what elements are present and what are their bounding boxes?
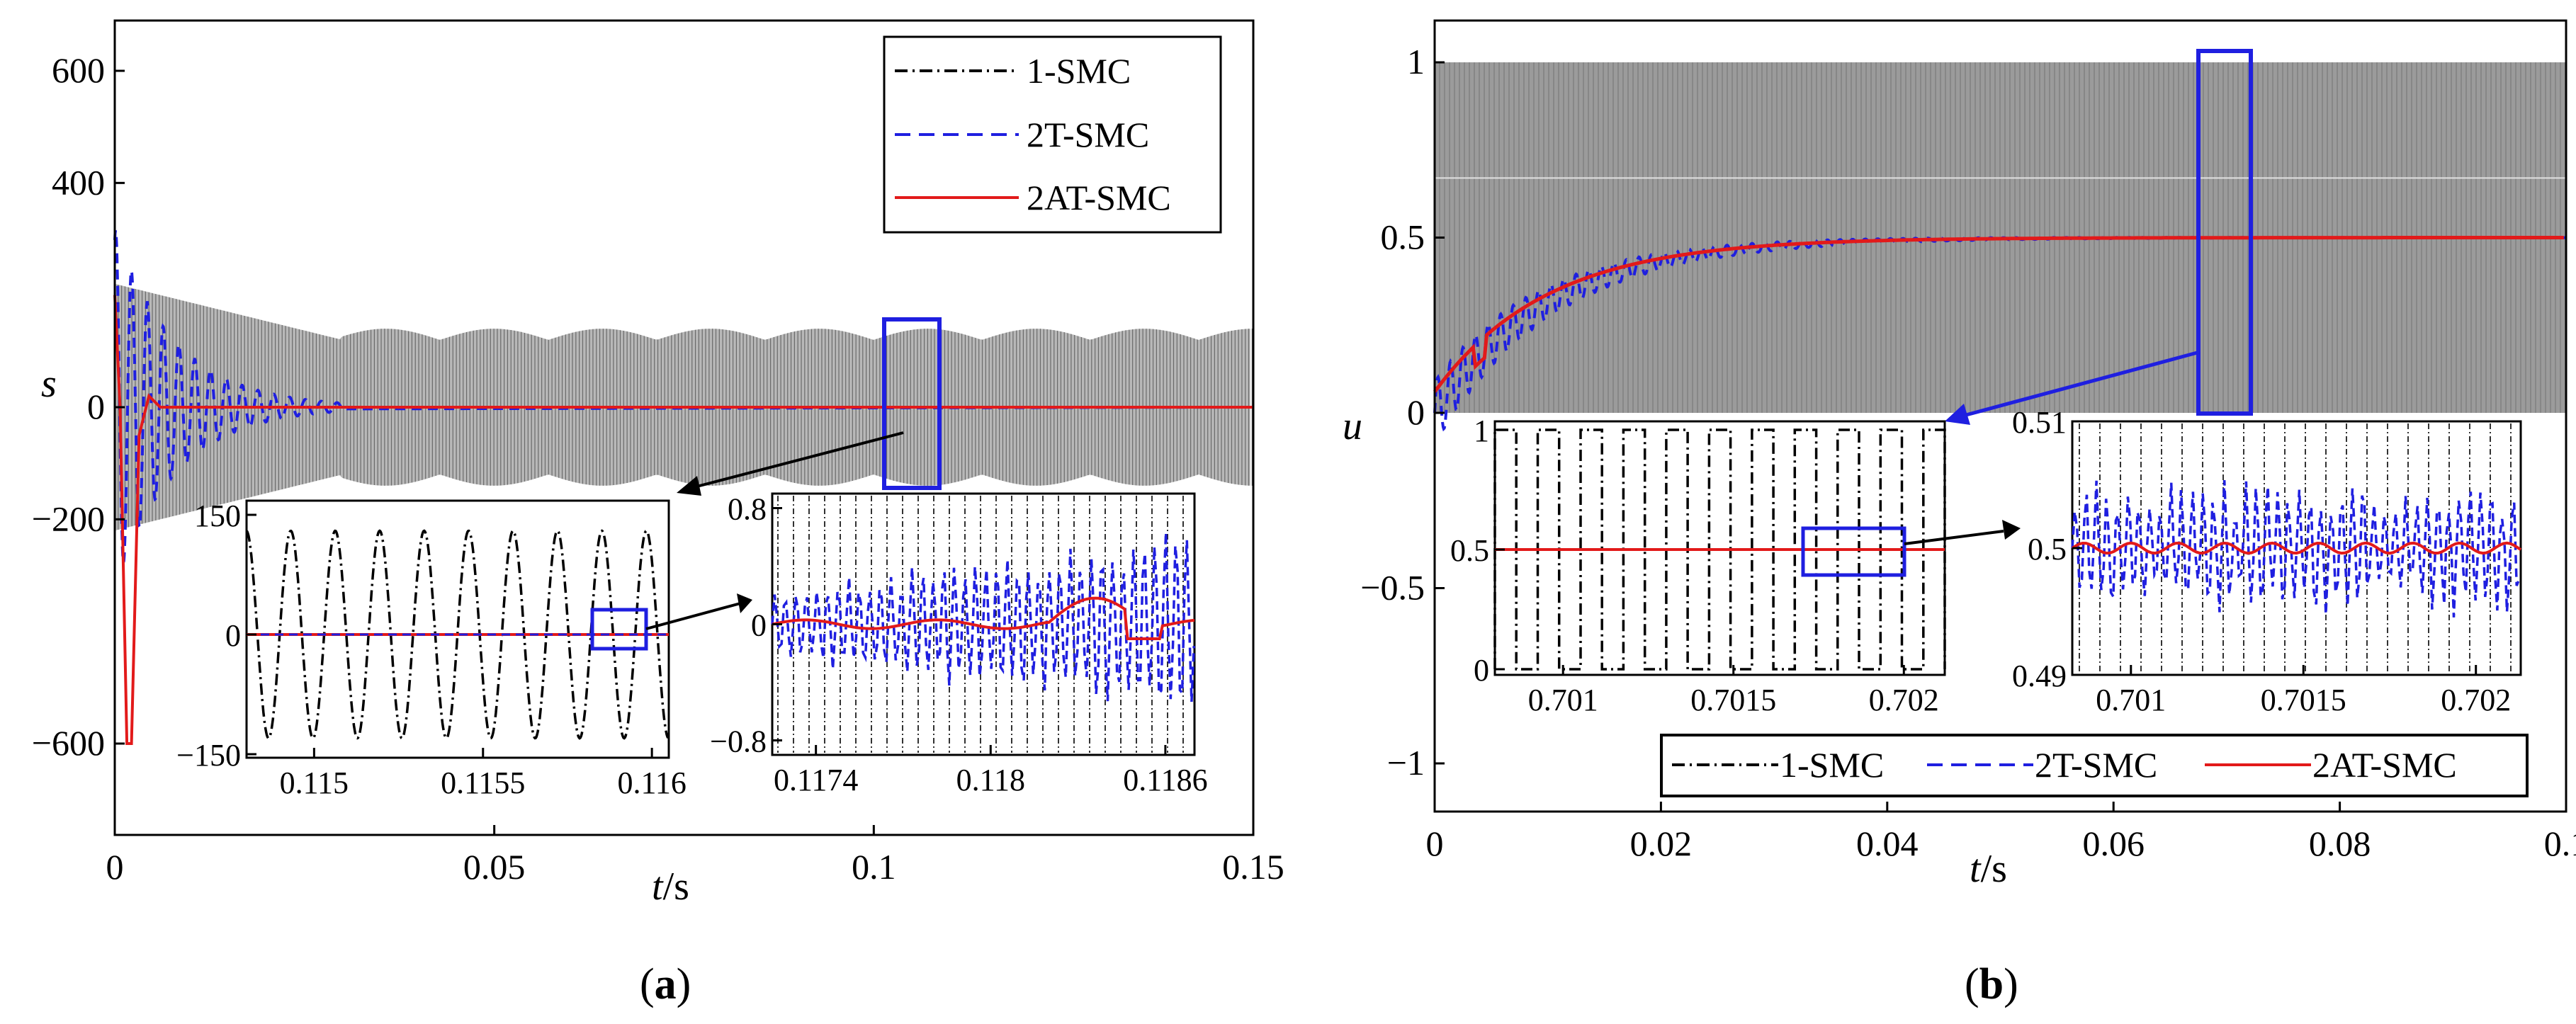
b-inset2-ytick-label: 0.51 — [2012, 405, 2067, 440]
a-xtick-label: 0.1 — [852, 847, 896, 887]
b-ytick-label: −0.5 — [1360, 568, 1425, 608]
a-zoom-box — [882, 317, 942, 490]
a-legend-2tsmc: 2T-SMC — [1027, 115, 1149, 154]
a-inset1-ytick-label: −150 — [176, 738, 241, 773]
b-inset1-zoom-box — [1801, 526, 1906, 577]
a-inset1-xtick-label: 0.1155 — [441, 766, 525, 800]
b-zoom-arrowhead — [1945, 404, 1970, 425]
b-inset1-ytick-label: 0 — [1474, 653, 1489, 688]
b-series-lines — [1433, 236, 2566, 432]
a-ytick-label: 0 — [87, 387, 105, 426]
a-inset1-ytick-label: 150 — [194, 499, 241, 533]
b-inset1-1smc — [1493, 428, 1946, 671]
b-ytick-label: 1 — [1407, 42, 1425, 81]
b-ytick-label: −1 — [1387, 743, 1425, 783]
a-inset-arrow-line — [645, 602, 741, 630]
b-xtick-label: 0.06 — [2082, 824, 2145, 863]
b-inset2-2atsmc — [2071, 541, 2522, 555]
a-zoom-arrowhead — [677, 476, 701, 496]
b-inset1-xtick-label: 0.701 — [1528, 683, 1598, 717]
b-x-ticks: 0 0.02 0.04 0.06 0.08 0.1 1 0.5 0 −0.5 −1 — [1360, 42, 2576, 863]
b-inset2-2tsmc — [2071, 480, 2521, 618]
a-plot-frame — [113, 19, 1255, 836]
a-series-lines — [113, 229, 1254, 745]
a-inset-arrowhead — [737, 593, 752, 613]
b-inset2-xtick-label: 0.701 — [2096, 683, 2166, 717]
b-inset-1: 0.701 0.7015 0.702 1 0.5 0 — [1450, 414, 1946, 717]
b-legend-2tsmc: 2T-SMC — [2035, 745, 2157, 785]
a-ytick-label: −600 — [32, 723, 105, 763]
b-inset2-xtick-label: 0.7015 — [2261, 683, 2346, 717]
a-inset2-ytick-label: 0 — [751, 608, 767, 643]
b-inset1-ytick-label: 0.5 — [1450, 533, 1489, 568]
b-inset1-ytick-label: 1 — [1474, 414, 1489, 448]
b-xtick-label: 0 — [1426, 824, 1444, 863]
a-inset-1: 0.115 0.1155 0.116 150 0 −150 — [176, 499, 687, 800]
a-inset1-1smc — [245, 529, 670, 740]
b-inset-arrow-line — [1904, 530, 2004, 545]
b-inset1-xtick-label: 0.702 — [1869, 683, 1939, 717]
a-legend-1smc: 1-SMC — [1027, 51, 1131, 91]
a-ytick-label: −200 — [32, 499, 105, 538]
a-inset1-xtick-label: 0.116 — [617, 766, 686, 800]
b-legend-2atsmc: 2AT-SMC — [2312, 745, 2457, 785]
b-zoom-arrow-line — [1965, 350, 2201, 417]
b-zoom-box — [2196, 49, 2253, 416]
b-inset2-ytick-label: 0.5 — [2028, 532, 2067, 567]
a-x-ticks: 0 0.05 0.1 0.15 600 400 0 −200 −600 — [32, 50, 1284, 887]
b-xtick-label: 0.08 — [2309, 824, 2371, 863]
b-plot-frame — [1433, 19, 2567, 813]
b-xtick-label: 0.02 — [1630, 824, 1693, 863]
b-inset1-xtick-label: 0.7015 — [1690, 683, 1776, 717]
b-xtick-label: 0.04 — [1856, 824, 1919, 863]
a-zoom-arrow-line — [688, 431, 904, 490]
a-ylabel: s — [41, 362, 57, 406]
a-xtick-label: 0.05 — [463, 847, 526, 887]
b-inset2-ytick-label: 0.49 — [2012, 659, 2067, 693]
a-inset2-ytick-label: −0.8 — [710, 724, 767, 759]
a-inset-2: 0.1174 0.118 0.1186 0.8 0 −0.8 — [710, 492, 1207, 798]
chart-panel-b: 0 0.02 0.04 0.06 0.08 0.1 1 0.5 0 −0.5 −1 u t/s (b… — [1343, 19, 2576, 1008]
a-ytick-label: 400 — [52, 162, 105, 202]
a-inset1-xtick-label: 0.115 — [280, 766, 349, 800]
b-xtick-label: 0.1 — [2544, 824, 2576, 863]
a-legend-2atsmc: 2AT-SMC — [1027, 178, 1171, 217]
b-xlabel: t/s — [1970, 847, 2007, 891]
b-panel-label: (b) — [1965, 960, 2018, 1008]
b-ytick-label: 0.5 — [1381, 217, 1425, 257]
b-legend-1smc: 1-SMC — [1780, 745, 1884, 785]
a-inset2-xtick-label: 0.118 — [956, 763, 1025, 797]
a-inset1-ytick-label: 0 — [225, 618, 241, 653]
a-panel-label: (a) — [640, 960, 691, 1008]
a-ytick-label: 600 — [52, 50, 105, 90]
a-inset1-zoom-box — [590, 608, 648, 651]
b-ytick-label: 0 — [1407, 392, 1425, 432]
b-ylabel: u — [1343, 404, 1362, 448]
a-inset2-ytick-label: 0.8 — [728, 492, 767, 527]
a-xlabel: t/s — [652, 865, 689, 909]
b-inset2-xtick-label: 0.702 — [2441, 683, 2511, 717]
a-legend: 1-SMC 2T-SMC 2AT-SMC — [883, 35, 1222, 234]
a-inset2-xtick-label: 0.1174 — [774, 763, 858, 797]
a-inset2-xtick-label: 0.1186 — [1123, 763, 1207, 797]
a-series-2tsmc — [113, 229, 1254, 563]
chart-panel-a: 0 0.05 0.1 0.15 600 400 0 −200 −600 s t/s (a) 0.… — [32, 19, 1284, 1008]
a-series-2atsmc — [113, 295, 1253, 745]
a-xtick-label: 0 — [106, 847, 124, 887]
a-xtick-label: 0.15 — [1222, 847, 1284, 887]
a-inset2-2atsmc — [772, 596, 1195, 640]
b-inset-arrowhead — [2002, 520, 2021, 540]
b-legend: 1-SMC 2T-SMC 2AT-SMC — [1660, 734, 2529, 797]
b-inset-2: 0.701 0.7015 0.702 0.51 0.5 0.49 — [2012, 405, 2522, 717]
b-series-2atsmc — [1433, 236, 2564, 393]
